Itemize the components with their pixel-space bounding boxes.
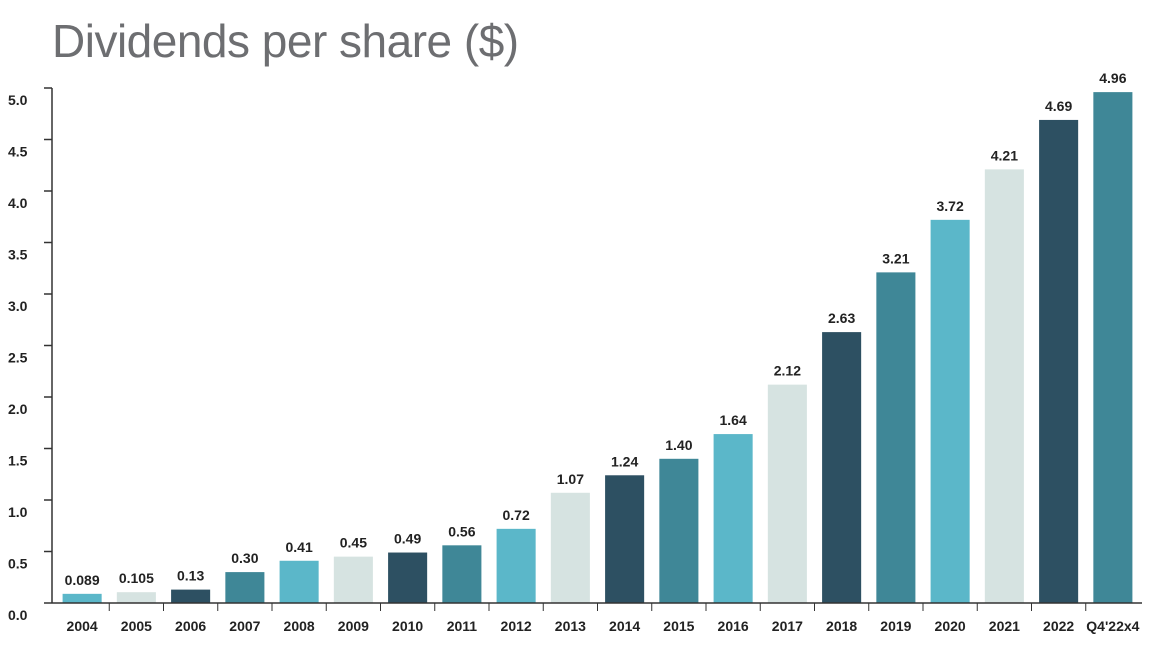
x-tick-label: 2010 (392, 618, 423, 634)
x-tick-label: 2020 (935, 618, 966, 634)
data-label: 0.30 (231, 550, 258, 566)
data-label: 0.089 (65, 572, 100, 588)
bar (1039, 119, 1079, 604)
x-tick-label: 2022 (1043, 618, 1074, 634)
x-tick-label: 2011 (447, 618, 478, 634)
bar (333, 556, 373, 603)
data-label: 4.96 (1099, 70, 1126, 86)
bar (876, 272, 916, 603)
x-tick-label: 2016 (718, 618, 749, 634)
data-label: 4.21 (991, 147, 1018, 163)
bar (388, 552, 428, 603)
bar (713, 434, 753, 603)
data-label: 0.72 (503, 507, 530, 523)
bar (659, 458, 699, 603)
bar (1093, 92, 1133, 604)
y-tick-label: 3.5 (8, 247, 28, 263)
y-tick-label: 1.0 (8, 504, 28, 520)
bar (930, 219, 970, 603)
bar (550, 492, 590, 603)
x-tick-label: 2008 (284, 618, 315, 634)
x-axis: 2004 2005 2006 2007 2008 2009 2010 2011 2012 2013… (52, 602, 1142, 634)
data-label: 0.13 (177, 568, 204, 584)
x-tick-label: 2017 (772, 618, 803, 634)
x-tick-label: 2013 (555, 618, 586, 634)
x-tick-label: 2009 (338, 618, 369, 634)
x-tick-label: 2014 (609, 618, 640, 634)
bar (605, 475, 645, 603)
bar (62, 593, 102, 603)
x-tick-label: 2021 (989, 618, 1020, 634)
y-tick-label: 0.5 (8, 556, 28, 572)
data-label: 2.63 (828, 310, 855, 326)
data-label: 0.49 (394, 531, 421, 547)
data-label: 0.56 (448, 523, 475, 539)
bar (767, 384, 807, 603)
x-tick-label: 2005 (121, 618, 152, 634)
data-label: 1.24 (611, 453, 638, 469)
x-tick-label: Q4'22x4 (1086, 618, 1139, 634)
y-tick-label: 5.0 (8, 92, 28, 108)
bar (442, 545, 482, 603)
y-tick-label: 3.0 (8, 298, 28, 314)
bars (62, 92, 1133, 604)
data-label: 3.21 (882, 250, 909, 266)
bar (225, 572, 265, 603)
x-tick-label: 2004 (67, 618, 98, 634)
data-label: 1.64 (720, 412, 747, 428)
data-label: 4.69 (1045, 98, 1072, 114)
data-label: 1.07 (557, 471, 584, 487)
x-tick-label: 2006 (175, 618, 206, 634)
data-label: 0.105 (119, 570, 154, 586)
y-tick-label: 4.0 (8, 195, 28, 211)
y-axis: 0.0 0.5 1.0 1.5 2.0 2.5 3.0 3.5 4.0 4.5 5.0 (8, 87, 53, 623)
x-tick-label: 2018 (826, 618, 857, 634)
bar (279, 560, 319, 603)
data-label: 0.45 (340, 535, 367, 551)
data-label: 2.12 (774, 363, 801, 379)
x-tick-label: 2015 (663, 618, 694, 634)
y-tick-label: 2.5 (8, 350, 28, 366)
chart-title: Dividends per share ($) (52, 15, 519, 67)
data-label: 3.72 (937, 198, 964, 214)
x-tick-label: 2019 (880, 618, 911, 634)
y-tick-label: 2.0 (8, 401, 28, 417)
bar (822, 332, 862, 603)
bar (984, 169, 1024, 603)
y-tick-label: 1.5 (8, 453, 28, 469)
bar (116, 592, 156, 603)
x-tick-label: 2007 (229, 618, 260, 634)
bar (171, 589, 211, 603)
data-label: 0.41 (286, 539, 313, 555)
y-tick-label: 0.0 (8, 607, 28, 623)
x-tick-label: 2012 (501, 618, 532, 634)
data-label: 1.40 (665, 437, 692, 453)
data-labels: 0.089 0.105 0.13 0.30 0.41 0.45 0.49 0.56 0.72 1.… (65, 70, 1127, 588)
bar (496, 528, 536, 603)
y-tick-label: 4.5 (8, 144, 28, 160)
